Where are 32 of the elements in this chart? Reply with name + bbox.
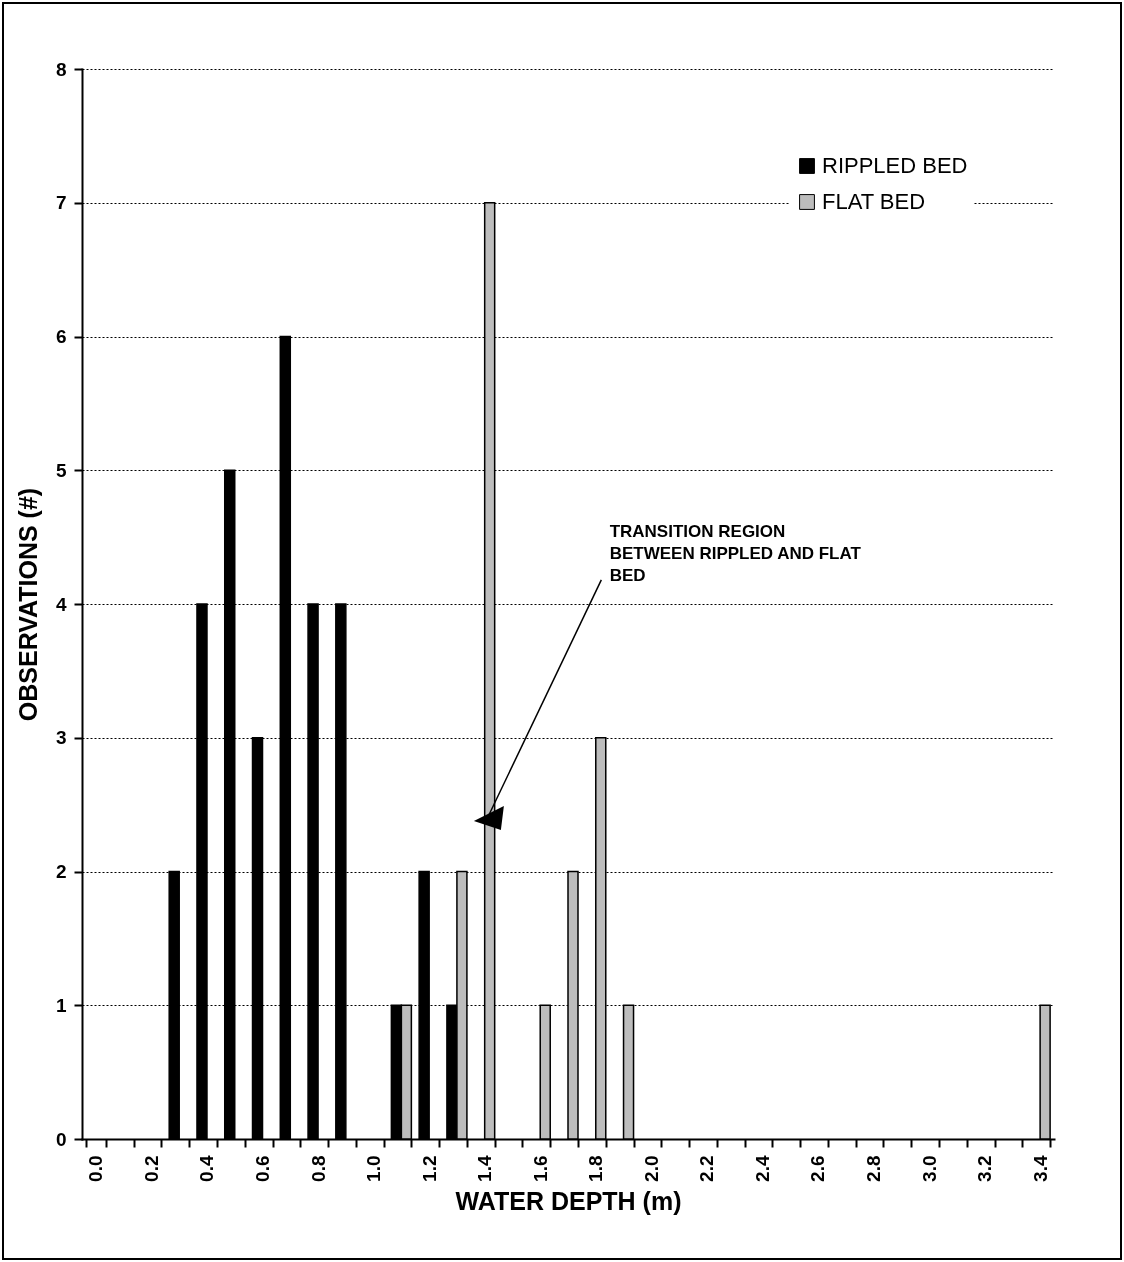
x-tick-label: 2.2 — [696, 1155, 718, 1182]
x-tick-label: 0.2 — [140, 1155, 162, 1182]
x-axis-title: WATER DEPTH (m) — [455, 1186, 682, 1215]
legend-label: RIPPLED BED — [822, 153, 968, 178]
y-tick-label: 1 — [55, 994, 67, 1016]
x-tick-label: 0.6 — [252, 1155, 274, 1182]
x-tick-label: 3.0 — [918, 1155, 940, 1182]
x-tick-label: 2.4 — [751, 1155, 773, 1182]
y-tick-label: 2 — [55, 861, 67, 882]
x-tick-label: 0.4 — [196, 1155, 218, 1182]
x-tick-label: 1.4 — [474, 1155, 496, 1182]
x-tick-label: 2.6 — [807, 1155, 829, 1182]
x-tick-label: 1.2 — [418, 1155, 440, 1182]
y-tick-label: 8 — [55, 58, 67, 80]
x-tick-label: 0.0 — [85, 1155, 107, 1182]
x-tick-label: 1.6 — [529, 1155, 551, 1182]
legend-label: FLAT BED — [822, 189, 926, 214]
x-tick-label: 2.8 — [862, 1155, 884, 1182]
x-tick-label: 1.8 — [585, 1155, 607, 1182]
x-tick-label: 3.4 — [1029, 1155, 1051, 1182]
y-tick-label: 3 — [55, 727, 67, 749]
x-tick-label: 0.8 — [307, 1155, 329, 1182]
y-tick-label: 5 — [55, 459, 67, 481]
y-tick-label: 7 — [55, 192, 67, 214]
y-axis-title: OBSERVATIONS (#) — [13, 487, 42, 722]
x-tick-label: 2.0 — [640, 1155, 662, 1182]
y-tick-label: 6 — [55, 326, 67, 347]
x-tick-label: 1.0 — [363, 1155, 385, 1182]
x-tick-label: 3.2 — [974, 1155, 996, 1182]
annotation: TRANSITION REGION BETWEEN RIPPLED AND FLAT BED — [609, 521, 862, 585]
y-tick-label: 0 — [55, 1128, 67, 1150]
y-tick-label: 4 — [55, 593, 67, 615]
